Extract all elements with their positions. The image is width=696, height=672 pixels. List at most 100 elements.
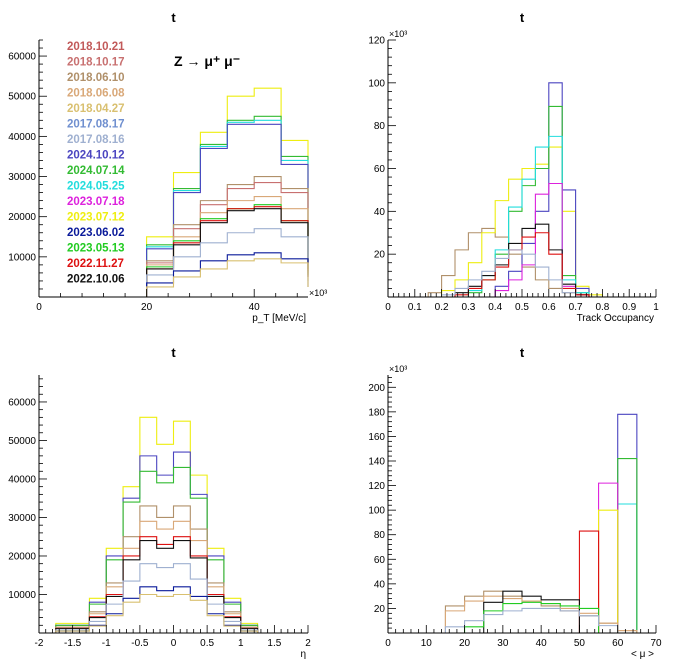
series-2024.07.14 [445, 457, 638, 634]
y-tick-label: 200 [368, 383, 385, 394]
series-2017.08.16 [444, 607, 637, 634]
y-tick-label: 140 [368, 457, 385, 468]
y-tick-label: 120 [368, 481, 385, 492]
x-tick-label: -0.5 [131, 638, 149, 649]
y-tick-label: 50000 [8, 92, 36, 103]
legend-entry: 2018.10.21 [67, 41, 125, 53]
panel-eta: t -2 -1.5 -1 -0.5 0 0.5 1 1.5 2 10000 20000 30000 400… [8, 345, 311, 660]
legend-entry: 2023.06.02 [67, 227, 125, 239]
y-tick-label: 60000 [8, 52, 36, 63]
y-tick-label: 20 [374, 250, 386, 261]
y-tick-label: 30000 [8, 513, 36, 524]
x-tick-label: 70 [650, 638, 662, 649]
x-tick-label: 0 [36, 302, 42, 313]
series-2024.05.25 [428, 135, 603, 298]
panel-pt: t 0 20 40 10000 20000 30000 40000 50000 60000 ×10³… [8, 10, 327, 324]
legend-entry: 2018.04.27 [67, 103, 125, 115]
legend-entry: 2022.11.27 [67, 258, 124, 270]
y-tick-label: 80 [374, 530, 386, 541]
x-tick-label: 50 [574, 638, 586, 649]
legend-entry: 2023.07.18 [67, 196, 125, 208]
x-tick-label: 0.2 [435, 302, 449, 313]
series-2023.05.13 [445, 601, 637, 634]
y-tick-label: 20 [374, 604, 386, 615]
y-tick-label: 10000 [8, 590, 36, 601]
x-tick-label: 40 [249, 302, 261, 313]
y-tick-label: 40000 [8, 132, 36, 143]
y-tick-label: 160 [368, 432, 385, 443]
x-tick-label: 60 [612, 638, 624, 649]
process-label: Z → μ⁺ μ⁻ [174, 53, 240, 69]
x-tick-label: 0.7 [569, 302, 583, 313]
y-tick-label: 50000 [8, 436, 36, 447]
y-exponent: ×10³ [389, 364, 407, 374]
x-axis-label: Track Occupancy [577, 313, 654, 324]
x-axis-label: η [300, 649, 306, 660]
x-tick-label: 0 [385, 302, 391, 313]
series-2023.07.12 [428, 146, 603, 298]
legend-entry: 2024.10.12 [67, 150, 125, 162]
chart-title: t [171, 345, 176, 360]
y-tick-label: 180 [368, 407, 385, 418]
panel-mu: t 0 10 20 30 40 50 60 70 20 40 60 80 100 120 140 160 180 2… [368, 345, 662, 660]
y-tick-label: 60000 [8, 397, 36, 408]
y-tick-label: 100 [368, 506, 385, 517]
series-2023.07.18 [428, 182, 603, 298]
x-tick-label: 1 [653, 302, 659, 313]
x-tick-label: 0.1 [408, 302, 422, 313]
series-2018.04.27 [146, 258, 309, 297]
x-exponent: ×10³ [309, 288, 327, 298]
legend-entry: 2018.06.08 [67, 88, 125, 100]
y-tick-label: 20000 [8, 212, 36, 223]
x-tick-label: 0.8 [595, 302, 609, 313]
legend-entry: 2017.08.16 [67, 134, 125, 146]
x-axis-label: p_T [MeV/c] [252, 313, 306, 324]
y-tick-label: 120 [368, 36, 385, 47]
legend-entry: 2022.10.06 [67, 274, 125, 286]
x-tick-label: 0 [171, 638, 177, 649]
legend-entry: 2023.05.13 [67, 243, 125, 255]
legend-entry: 2018.06.10 [67, 72, 125, 84]
legend: 2018.10.21 2018.10.17 2018.06.10 2018.06.08… [67, 41, 240, 286]
y-tick-label: 40 [374, 579, 386, 590]
legend-entry: 2024.07.14 [67, 165, 125, 177]
legend-entry: 2017.08.17 [67, 119, 125, 131]
y-tick-label: 40 [374, 207, 386, 218]
series-2022.11.27 [428, 232, 603, 298]
x-tick-label: 1 [238, 638, 244, 649]
x-tick-label: -2 [35, 638, 44, 649]
y-tick-label: 40000 [8, 474, 36, 485]
series-2022.11.27 [445, 530, 637, 634]
x-tick-label: 0.3 [461, 302, 475, 313]
series-2023.07.12 [445, 509, 637, 634]
series-2024.05.25 [445, 503, 638, 634]
series-2024.07.14 [428, 105, 603, 298]
x-tick-label: 0.6 [542, 302, 556, 313]
x-tick-label: 20 [141, 302, 153, 313]
y-tick-label: 60 [374, 164, 386, 175]
x-tick-label: 0.5 [515, 302, 529, 313]
y-tick-label: 10000 [8, 252, 36, 263]
y-tick-label: 100 [368, 78, 385, 89]
y-tick-label: 60 [374, 555, 386, 566]
series-2024.07.14 [55, 466, 292, 634]
x-tick-label: -1 [102, 638, 111, 649]
x-tick-label: 40 [536, 638, 548, 649]
chart-title: t [171, 10, 176, 25]
y-tick-label: 80 [374, 121, 386, 132]
series-2024.10.12 [428, 82, 603, 298]
legend-entry: 2023.07.12 [67, 212, 125, 224]
series-2022.11.27 [55, 536, 292, 634]
chart-title: t [520, 345, 525, 360]
x-tick-label: 10 [421, 638, 433, 649]
x-tick-label: 0 [385, 638, 391, 649]
panel-track-occupancy: t0 0.1 0.2 0.3 0.4 0.5 0.6 0.7 0.8 0.9 12040608010… [368, 10, 659, 324]
x-tick-label: 0.9 [622, 302, 636, 313]
y-tick-label: 20000 [8, 551, 36, 562]
chart-title: t [520, 10, 525, 25]
x-tick-label: 0.4 [488, 302, 502, 313]
x-tick-label: 30 [497, 638, 509, 649]
x-tick-label: 0.5 [200, 638, 214, 649]
series-2017.08.16 [428, 249, 603, 298]
